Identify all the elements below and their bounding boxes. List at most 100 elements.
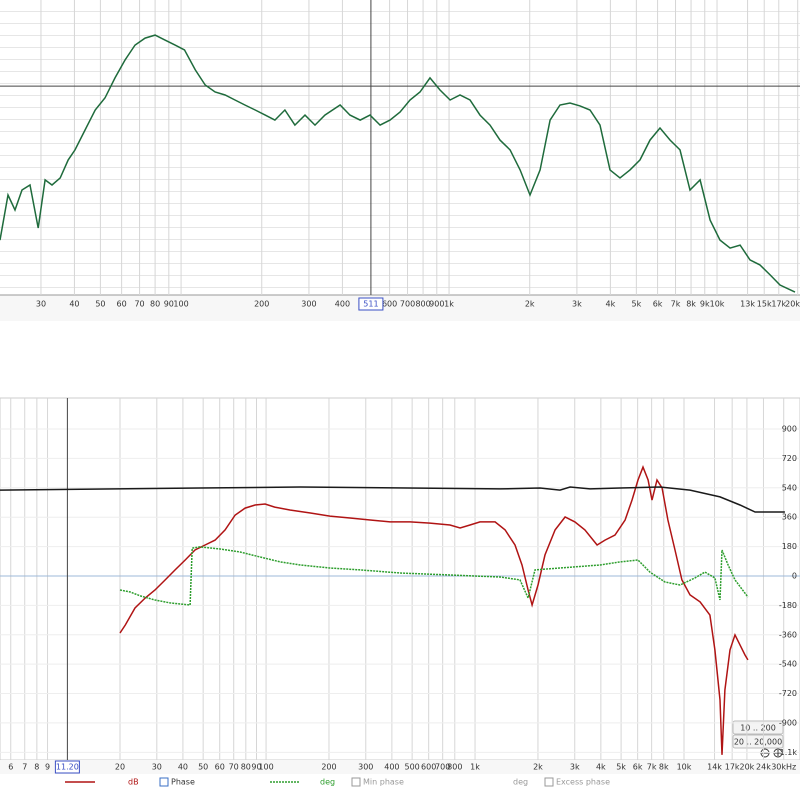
x-tick-label: 60 [117, 300, 127, 309]
x-tick-label: 15k [757, 300, 772, 309]
checkbox-label[interactable]: Min phase [363, 778, 404, 787]
x-tick-label: 7 [22, 763, 27, 772]
x-tick-label: 90 [164, 300, 174, 309]
bottom-axis-strip [0, 760, 800, 774]
x-tick-label: 800 [447, 763, 462, 772]
series-line [0, 486, 785, 513]
x-tick-label: 700 [400, 300, 415, 309]
x-tick-label: 2k [525, 300, 535, 309]
x-tick-label: 1k [470, 763, 480, 772]
y-tick-label: 540 [782, 483, 797, 492]
x-tick-label: 400 [335, 300, 350, 309]
cursor-box [358, 297, 384, 311]
x-tick-label: 5k [631, 300, 641, 309]
x-tick-label: 4k [606, 300, 616, 309]
y-tick-label: -540 [779, 660, 797, 669]
y-tick-label: 720 [782, 454, 797, 463]
legend-label: deg [320, 778, 335, 787]
zoom-in[interactable] [773, 748, 783, 758]
button-label[interactable]: 10 .. 200 [740, 724, 776, 733]
series-line [119, 465, 749, 755]
x-tick-label: 24k [756, 763, 771, 772]
unit-label: deg [513, 778, 528, 787]
x-tick-label: 200 [321, 763, 336, 772]
x-tick-label: 30 [36, 300, 46, 309]
x-tick-label: 30 [152, 763, 162, 772]
checkbox[interactable] [544, 777, 554, 787]
x-tick-label: 400 [384, 763, 399, 772]
x-tick-label: 80 [150, 300, 160, 309]
x-tick-label: 6k [653, 300, 663, 309]
x-tick-label: 90 [251, 763, 261, 772]
y-tick-label: 180 [782, 542, 797, 551]
grid [0, 398, 800, 760]
x-tick-label: 60 [215, 763, 225, 772]
x-tick-label: 8k [686, 300, 696, 309]
top-plot-area [0, 0, 800, 295]
x-tick-label: 70 [134, 300, 144, 309]
x-tick-label: 1k [444, 300, 454, 309]
checkbox-label[interactable]: Phase [171, 778, 195, 787]
x-tick-label: 6k [633, 763, 643, 772]
x-tick-label: 40 [69, 300, 79, 309]
x-tick-label: 70 [229, 763, 239, 772]
zoom-out[interactable] [760, 748, 770, 758]
x-tick-label: 8k [659, 763, 669, 772]
y-tick-label: -180 [779, 601, 797, 610]
x-tick-label: 3k [572, 300, 582, 309]
x-tick-label: 17k [771, 300, 786, 309]
x-tick-label: 6 [8, 763, 13, 772]
cursor-box [54, 760, 80, 774]
x-tick-label: 17k [725, 763, 740, 772]
legend-label: dB [128, 778, 139, 787]
grid [40, 0, 799, 295]
y-tick-label: -1.1k [777, 748, 798, 757]
checkbox[interactable] [159, 777, 169, 787]
x-tick-label: 9 [45, 763, 50, 772]
y-tick-label: -720 [779, 689, 797, 698]
x-tick-label: 2k [533, 763, 543, 772]
x-tick-label: 5k [616, 763, 626, 772]
x-tick-label: 50 [95, 300, 105, 309]
top-axis-strip [0, 295, 800, 321]
x-tick-label: 600 [382, 300, 397, 309]
x-tick-label: 13k [740, 300, 755, 309]
checkbox-label[interactable]: Excess phase [556, 778, 610, 787]
cursor-label: 511 [363, 300, 378, 309]
x-tick-label: 14k [707, 763, 722, 772]
x-tick-label: 600 [421, 763, 436, 772]
x-tick-label: 20k [740, 763, 755, 772]
x-tick-label: 800 [415, 300, 430, 309]
y-tick-label: -900 [779, 718, 797, 727]
x-tick-label: 500 [404, 763, 419, 772]
range-button[interactable]: 20 .. 20,000 [732, 734, 784, 749]
x-tick-label: 7k [647, 763, 657, 772]
x-tick-label: 20 [115, 763, 125, 772]
x-tick-label: 100 [258, 763, 273, 772]
legend: dB Phase deg Min phase deg Excess phase [65, 777, 610, 787]
x-tick-label: 900 [429, 300, 444, 309]
y-tick-label: 900 [782, 425, 797, 434]
x-tick-label: 40 [178, 763, 188, 772]
x-tick-label: 100 [173, 300, 188, 309]
range-button[interactable]: 10 .. 200 [732, 720, 784, 735]
x-tick-label: 4k [596, 763, 606, 772]
x-tick-label: 300 [301, 300, 316, 309]
x-tick-label: 300 [358, 763, 373, 772]
y-tick-label: 360 [782, 513, 797, 522]
x-tick-label: 700 [435, 763, 450, 772]
x-tick-label: 9k [700, 300, 710, 309]
x-tick-label: 8 [34, 763, 39, 772]
x-tick-label: 50 [198, 763, 208, 772]
x-tick-label: 10k [710, 300, 725, 309]
button-label[interactable]: 20 .. 20,000 [734, 738, 782, 747]
y-tick-label: 0 [792, 571, 797, 580]
x-tick-label: 30kHz [771, 763, 796, 772]
x-tick-label: 200 [254, 300, 269, 309]
checkbox[interactable] [351, 777, 361, 787]
x-tick-label: 20kHz [785, 300, 800, 309]
series-line [119, 546, 749, 606]
